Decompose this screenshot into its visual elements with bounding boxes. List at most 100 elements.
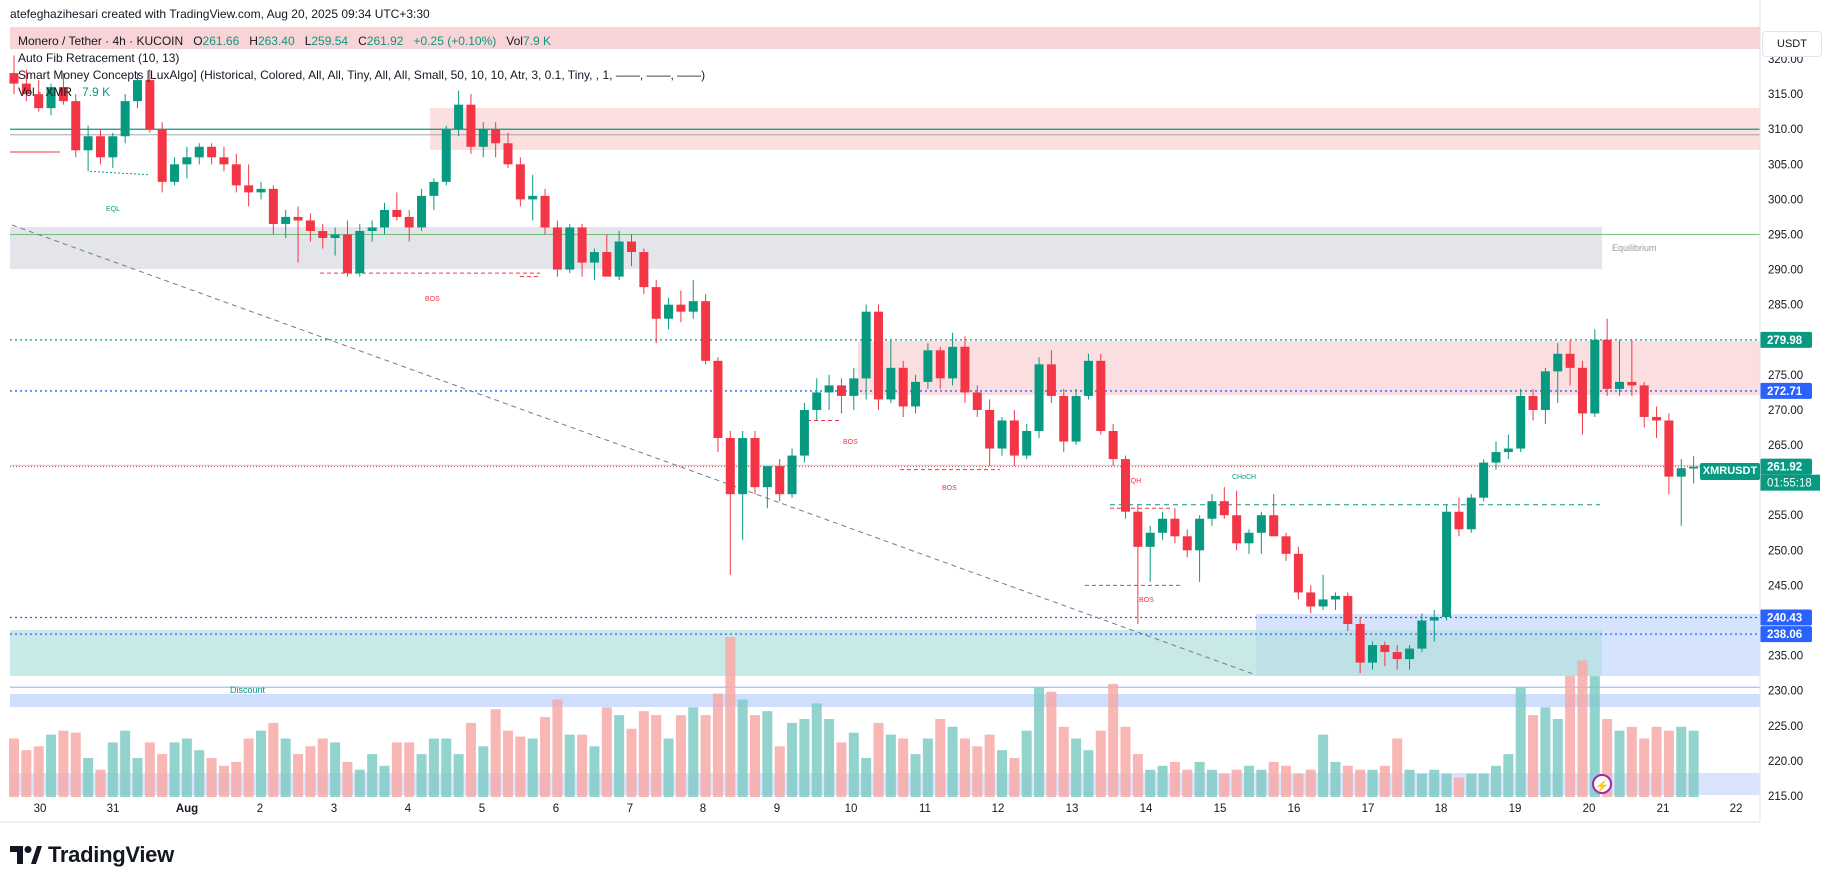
candle-body <box>380 209 389 228</box>
candle-body <box>281 216 291 224</box>
volume-bar <box>1145 769 1156 797</box>
volume-bar <box>1318 734 1329 797</box>
volume-bar <box>1552 719 1563 797</box>
candle-body <box>231 164 241 186</box>
candle-body <box>799 409 809 456</box>
volume-bar <box>342 761 353 797</box>
volume-bar <box>330 742 341 797</box>
volume-bar <box>391 742 402 797</box>
volume-bar <box>441 738 452 797</box>
volume-bar <box>1540 707 1551 797</box>
volume-bar <box>70 732 81 797</box>
candle-body <box>985 409 995 449</box>
bos-label-2: BOS <box>843 439 858 446</box>
candle-body <box>330 234 340 239</box>
equilibrium-label: Equilibrium <box>1612 243 1657 253</box>
date-tick-label: 12 <box>992 803 1005 815</box>
volume-bar <box>1515 687 1526 797</box>
candle-body <box>194 146 204 158</box>
volume-bar <box>836 742 847 797</box>
eql-label: EQL <box>106 206 120 213</box>
price-tick-label: 265.00 <box>1768 440 1803 452</box>
candle-body <box>1652 416 1662 421</box>
legend-symbol[interactable]: Monero / Tether · 4h · KUCOIN <box>18 34 184 48</box>
price-tag-bg <box>1760 609 1812 626</box>
candle-body <box>491 129 501 144</box>
candle-body <box>367 227 377 231</box>
tradingview-logo[interactable]: TradingView <box>10 842 174 868</box>
candle-body <box>1195 518 1205 551</box>
candle-body <box>417 195 427 228</box>
price-tag-bg <box>1760 331 1812 348</box>
candle-body <box>1009 420 1019 456</box>
volume-bar <box>577 734 588 797</box>
volume-bar <box>762 711 773 797</box>
equilibrium-zone <box>10 227 1602 269</box>
volume-bar <box>1021 730 1032 797</box>
volume-bar <box>1293 773 1304 797</box>
price-tag-bg <box>1760 626 1812 643</box>
price-tag-label: 272.71 <box>1767 386 1803 398</box>
discount-band <box>10 694 1760 707</box>
legend-indicator-fib[interactable]: Auto Fib Retracement (10, 13) <box>18 51 180 65</box>
volume-bar <box>120 730 131 797</box>
volume-bar <box>984 734 995 797</box>
candle-body <box>1207 501 1217 519</box>
legend-vol: 7.9 K <box>522 34 551 48</box>
volume-bar <box>614 715 625 797</box>
volume-bar <box>1083 750 1094 797</box>
price-tick-label: 250.00 <box>1768 545 1803 557</box>
volume-bar <box>1453 777 1464 797</box>
candle-body <box>9 73 19 84</box>
legend-symbol-row[interactable]: Monero / Tether · 4h · KUCOIN O261.66 H2… <box>18 33 705 50</box>
candle-body <box>997 420 1007 449</box>
volume-bar <box>465 722 476 797</box>
symbol-tag: XMRUSDT <box>1700 463 1760 480</box>
price-tag-label: 279.98 <box>1767 335 1803 347</box>
candle-body <box>318 230 328 239</box>
volume-bar <box>700 715 711 797</box>
candle-body <box>1615 381 1624 389</box>
volume-bar <box>218 765 229 797</box>
candle-body <box>1368 645 1377 663</box>
volume-bar <box>737 699 748 797</box>
legend-indicator-smc[interactable]: Smart Money Concepts [LuxAlgo] (Historic… <box>18 68 706 82</box>
candle-body <box>824 385 834 393</box>
candle-body <box>21 83 31 95</box>
alert-bolt-icon[interactable]: ⚡ <box>1592 774 1612 794</box>
price-tag-label: 261.92 <box>1767 462 1802 474</box>
candle-body <box>1133 511 1143 547</box>
price-tick-label: 300.00 <box>1768 194 1803 206</box>
candle-body <box>552 227 562 270</box>
candle-body <box>1108 431 1118 460</box>
legend-open-label: O <box>193 34 203 48</box>
top-premium-zone <box>10 27 1760 49</box>
volume-bar <box>750 715 760 797</box>
candle-body <box>1034 364 1044 432</box>
candle-body <box>157 129 167 182</box>
candle-body <box>95 136 105 158</box>
volume-bar <box>947 726 958 797</box>
volume-bar <box>675 715 686 797</box>
volume-bar <box>169 742 180 797</box>
candle-body <box>762 466 772 488</box>
volume-bar <box>33 746 44 797</box>
volume-bar <box>1416 773 1427 797</box>
legend-volume-row[interactable]: Vol · XMR 7.9 K <box>18 84 705 101</box>
candle-body <box>713 360 723 439</box>
volume-bar <box>416 754 427 797</box>
volume-bar <box>873 722 884 797</box>
candle-body <box>1046 364 1056 396</box>
candle-body <box>565 227 575 270</box>
currency-selector[interactable]: USDT <box>1762 31 1822 57</box>
volume-bar <box>552 699 563 797</box>
date-tick-label: Aug <box>176 803 198 815</box>
volume-bar <box>243 738 254 797</box>
date-tick-label: 14 <box>1140 803 1153 815</box>
volume-bar <box>688 707 699 797</box>
legend-change: +0.25 (+0.10%) <box>413 34 497 48</box>
candle-body <box>466 104 476 147</box>
candle-body <box>614 241 624 277</box>
